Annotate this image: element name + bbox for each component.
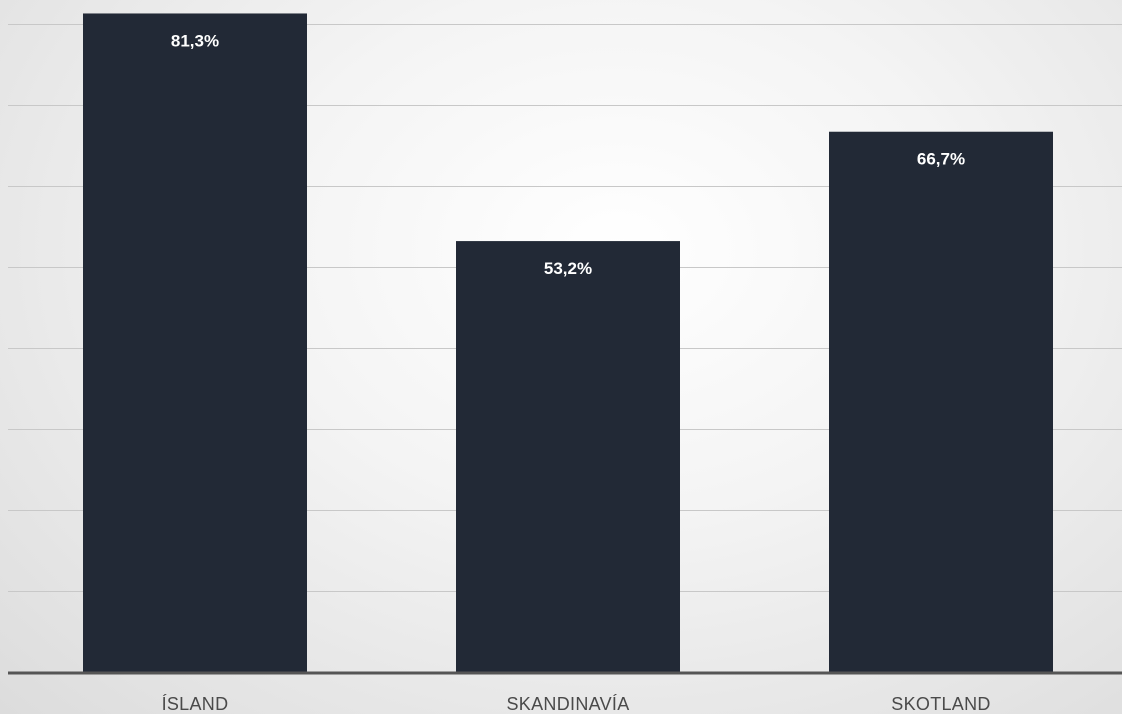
data-label: 81,3% xyxy=(171,31,219,50)
data-label: 66,7% xyxy=(917,150,965,169)
bar xyxy=(829,131,1053,673)
x-tick-label: SKOTLAND xyxy=(891,694,990,714)
x-tick-label: SKANDINAVÍA xyxy=(507,694,630,714)
x-tick-label: ÍSLAND xyxy=(162,694,229,714)
data-label: 53,2% xyxy=(544,259,592,278)
category-labels: ÍSLAND SKANDINAVÍA SKOTLAND xyxy=(162,694,991,714)
bars: 81,3% 53,2% 66,7% xyxy=(83,13,1053,673)
bar xyxy=(456,241,680,672)
bar xyxy=(83,13,307,673)
